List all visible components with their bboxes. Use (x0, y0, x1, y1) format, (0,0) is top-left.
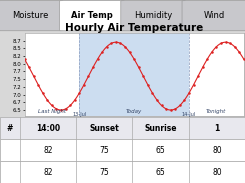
Text: Today: Today (126, 109, 142, 114)
Text: Sunset: Sunset (89, 124, 119, 133)
FancyBboxPatch shape (121, 1, 185, 31)
Text: 80: 80 (212, 167, 222, 177)
Text: Moisture: Moisture (12, 11, 49, 20)
FancyBboxPatch shape (0, 1, 63, 31)
Text: Wind: Wind (204, 11, 225, 20)
Text: 13-Jul: 13-Jul (72, 111, 86, 117)
Bar (189, 33, 244, 116)
Text: 1: 1 (214, 124, 220, 133)
Text: Sunrise: Sunrise (144, 124, 177, 133)
Text: 75: 75 (99, 145, 109, 155)
Bar (0, 139, 245, 161)
Bar (24, 33, 79, 116)
Text: Tonight: Tonight (206, 109, 226, 114)
Bar (0, 161, 245, 183)
Text: Humidity: Humidity (134, 11, 172, 20)
Text: Last Night: Last Night (38, 109, 66, 114)
FancyBboxPatch shape (60, 1, 124, 31)
FancyBboxPatch shape (182, 1, 245, 31)
Title: Hourly Air Temperature: Hourly Air Temperature (65, 23, 203, 33)
Text: 14:00: 14:00 (36, 124, 60, 133)
Text: 75: 75 (99, 167, 109, 177)
Text: Air Temp: Air Temp (71, 11, 113, 20)
Bar (79, 33, 189, 116)
X-axis label: Time of Day: Time of Day (113, 118, 155, 124)
Text: 65: 65 (156, 167, 165, 177)
Text: 14-Jul: 14-Jul (182, 111, 196, 117)
Text: 82: 82 (43, 145, 52, 155)
Bar (0, 117, 245, 139)
Text: 82: 82 (43, 167, 52, 177)
Text: 80: 80 (212, 145, 222, 155)
Text: 65: 65 (156, 145, 165, 155)
Text: #: # (7, 124, 13, 133)
